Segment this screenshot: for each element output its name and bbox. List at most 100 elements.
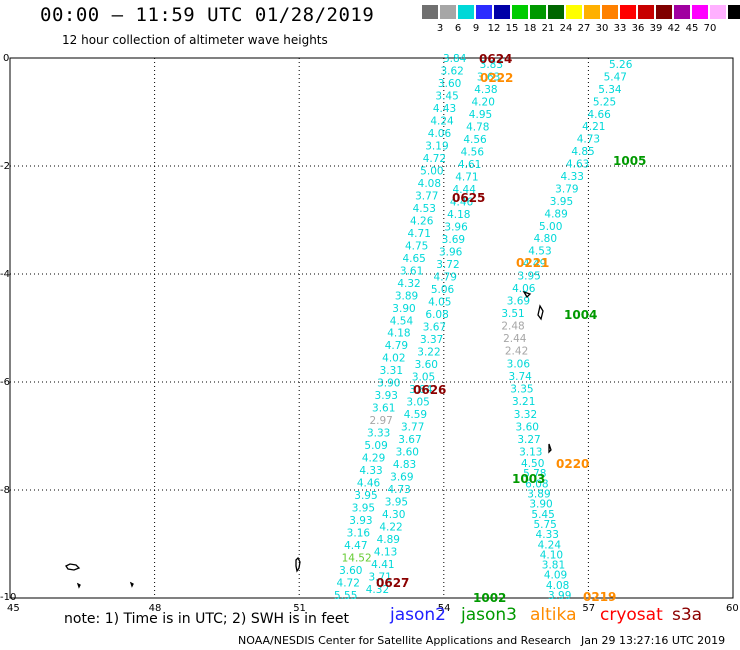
x-tick-label: 51 [293,603,306,614]
swh-value: 14.52 [342,553,372,565]
swh-value: 5.45 [531,509,554,521]
island-outline [548,443,552,454]
swh-value: 5.06 [431,284,455,296]
swh-value: 4.78 [466,122,489,134]
satellite-legend-cryosat: cryosat [600,605,663,625]
scale-swatch [656,5,672,19]
swh-value: 4.30 [382,509,405,521]
swh-value: 4.73 [577,134,600,146]
scale-swatch [620,5,636,19]
y-tick-label: 0 [3,53,9,64]
swh-value: 4.71 [455,172,478,184]
satellite-legend-jason3: jason3 [461,605,517,625]
pass-time-label: 1005 [613,154,646,168]
x-tick-label: 48 [149,603,162,614]
swh-value: 4.59 [404,409,427,421]
swh-value: 4.72 [337,578,360,590]
y-tick-label: -10 [0,592,16,603]
swh-value: 4.56 [463,134,487,146]
x-tick-label: 57 [582,603,595,614]
island-outline [76,582,81,589]
swh-value: 4.47 [344,540,367,552]
swh-value: 4.89 [377,534,400,546]
pass-time-label: 0220 [556,457,589,471]
swh-value: 4.83 [393,459,416,471]
swh-value: 6.08 [425,309,448,321]
swh-value: 4.73 [387,484,410,496]
swh-value: 3.90 [392,303,415,315]
scale-label: 15 [505,23,519,34]
pass-time-label: 1003 [512,472,545,486]
swh-value: 5.47 [604,71,627,83]
swh-value: 3.89 [527,489,550,501]
scale-swatch [458,5,474,19]
swh-value: 4.50 [521,458,544,470]
swh-value: 4.89 [544,208,567,220]
swh-value: 4.65 [402,253,425,265]
swh-value: 3.95 [385,496,408,508]
swh-value: 3.69 [390,471,413,483]
scale-swatch [728,5,740,19]
swh-value: 4.41 [371,559,394,571]
scale-label: 12 [487,23,501,34]
scale-swatch [674,5,690,19]
swh-value: 4.56 [461,147,485,159]
swh-value: 4.54 [390,315,414,327]
swh-value: 3.84 [409,384,433,396]
generation-timestamp: Jan 29 13:27:16 UTC 2019 [581,634,726,647]
island-outline [522,290,532,299]
swh-value: 4.53 [413,203,436,215]
swh-value: 3.61 [372,403,395,415]
swh-value: 3.90 [529,499,552,511]
swh-value: 3.69 [442,234,465,246]
swh-value: 4.53 [528,246,551,258]
scale-label: 45 [685,23,699,34]
scale-swatch [476,5,492,19]
swh-value: 4.80 [534,233,557,245]
swh-value: 4.26 [410,215,434,227]
island-outline [129,581,134,588]
swh-value: 5.34 [598,84,622,96]
map-subtitle: 12 hour collection of altimeter wave hei… [62,33,328,47]
swh-value: 3.16 [347,528,371,540]
pass-time-label: 1002 [473,591,506,605]
swh-value: 4.21 [582,121,605,133]
swh-value: 3.51 [501,308,524,320]
swh-value: 2.42 [505,346,528,358]
swh-value: 3.77 [415,190,438,202]
swh-value: 3.84 [443,53,467,65]
scale-swatch [710,5,726,19]
swh-value: 4.44 [453,184,477,196]
swh-value: 3.06 [507,358,531,370]
credit-text: NOAA/NESDIS Center for Satellite Applica… [238,634,572,647]
scale-swatch [530,5,546,19]
swh-value: 3.37 [420,334,443,346]
swh-value: 3.72 [436,259,459,271]
swh-value: 4.63 [566,159,589,171]
swh-value: 4.29 [362,453,385,465]
swh-value: 4.08 [418,178,441,190]
swh-value: 4.71 [408,228,431,240]
swh-value: 5.09 [364,440,387,452]
pass-time-label: 0625 [452,191,485,205]
swh-value: 4.43 [433,103,456,115]
swh-value: 4.10 [540,549,563,561]
swh-value: 3.90 [377,378,400,390]
swh-value: 3.31 [380,365,403,377]
swh-value: 3.60 [415,359,438,371]
swh-value: 3.35 [510,384,533,396]
swh-value: 4.06 [512,283,536,295]
swh-value: 4.75 [405,240,428,252]
swh-value: 3.93 [375,390,398,402]
satellite-legend-altika: altika [530,605,577,625]
scale-label: 36 [631,23,645,34]
scale-label: 6 [454,23,462,34]
island-outline [537,304,544,321]
swh-value: 3.95 [352,503,375,515]
pass-time-label: 0221 [516,256,549,270]
swh-value: 5.55 [334,590,357,602]
swh-value: 3.13 [519,447,542,459]
scale-label: 24 [559,23,573,34]
swh-value: 4.06 [428,128,452,140]
